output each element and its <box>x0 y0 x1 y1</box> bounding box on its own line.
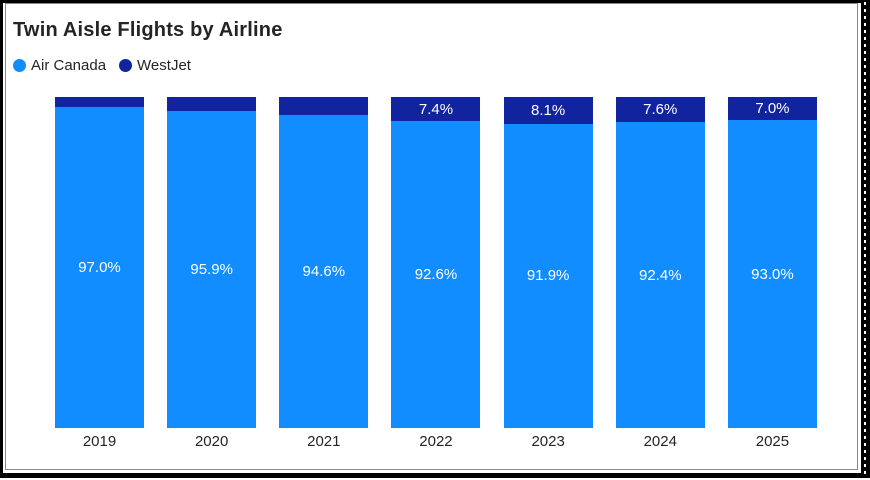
x-axis-label-2022: 2022 <box>419 433 453 450</box>
x-axis-label-2024: 2024 <box>643 433 677 450</box>
legend-item-westjet[interactable]: WestJet <box>119 57 191 74</box>
data-label-air-canada-2022: 92.6% <box>414 266 458 284</box>
data-label-air-canada-2019: 97.0% <box>78 258 121 276</box>
segment-air-canada-2021[interactable]: 94.6% <box>279 114 369 428</box>
bar-2023: 8.1% 91.9% <box>503 97 593 428</box>
segment-westjet-2020[interactable] <box>167 97 257 111</box>
x-axis-label-2020: 2020 <box>194 433 229 450</box>
data-label-westjet-2023: 8.1% <box>531 101 566 119</box>
data-label-westjet-2022: 7.4% <box>418 100 454 118</box>
segment-air-canada-2025[interactable]: 93.0% <box>727 120 817 428</box>
x-axis-label-2025: 2025 <box>755 433 790 450</box>
bar-2022: 7.4% 92.6% <box>391 97 481 428</box>
segment-westjet-2024[interactable]: 7.6% <box>615 97 705 123</box>
legend: Air Canada WestJet <box>13 54 191 76</box>
legend-swatch-icon <box>13 58 26 72</box>
x-axis-label-2023: 2023 <box>531 433 565 450</box>
segment-westjet-2022[interactable]: 7.4% <box>391 97 481 122</box>
x-axis-label-2021: 2021 <box>307 433 341 450</box>
data-label-westjet-2025: 7.0% <box>755 100 790 118</box>
dash-pattern <box>864 2 866 480</box>
bar-2024: 7.6% 92.4% <box>615 97 705 428</box>
bar-2021: 94.6% <box>279 97 369 428</box>
segment-westjet-2021[interactable] <box>279 97 369 115</box>
x-axis: 2019 2020 2021 2022 2023 2024 2025 <box>55 433 817 450</box>
right-edge-dashed-border <box>861 0 870 480</box>
segment-air-canada-2019[interactable]: 97.0% <box>55 106 144 428</box>
segment-westjet-2019[interactable] <box>55 97 144 107</box>
data-label-air-canada-2021: 94.6% <box>302 262 346 280</box>
segment-air-canada-2023[interactable]: 91.9% <box>503 123 593 428</box>
data-label-air-canada-2020: 95.9% <box>190 260 233 278</box>
segment-air-canada-2022[interactable]: 92.6% <box>391 121 481 428</box>
data-label-air-canada-2023: 91.9% <box>526 267 570 285</box>
segment-air-canada-2024[interactable]: 92.4% <box>615 122 705 428</box>
bar-2025: 7.0% 93.0% <box>727 97 817 428</box>
bar-2019: 97.0% <box>55 97 144 428</box>
legend-item-air-canada[interactable]: Air Canada <box>13 57 106 74</box>
segment-westjet-2023[interactable]: 8.1% <box>503 97 593 124</box>
plot-area: 97.0% 95.9% 94.6% 7.4% 92.6% 8.1% 91.9% 7.6% 92.… <box>55 97 817 428</box>
data-label-westjet-2024: 7.6% <box>643 101 678 119</box>
segment-air-canada-2020[interactable]: 95.9% <box>167 110 257 428</box>
segment-westjet-2025[interactable]: 7.0% <box>727 97 817 121</box>
chart-title: Twin Aisle Flights by Airline <box>13 19 283 42</box>
data-label-air-canada-2025: 93.0% <box>751 265 794 283</box>
legend-swatch-icon <box>119 58 133 72</box>
legend-label: Air Canada <box>31 56 107 74</box>
data-label-air-canada-2024: 92.4% <box>639 266 682 284</box>
legend-label: WestJet <box>137 56 191 74</box>
x-axis-label-2019: 2019 <box>82 433 117 450</box>
bar-2020: 95.9% <box>167 97 257 428</box>
